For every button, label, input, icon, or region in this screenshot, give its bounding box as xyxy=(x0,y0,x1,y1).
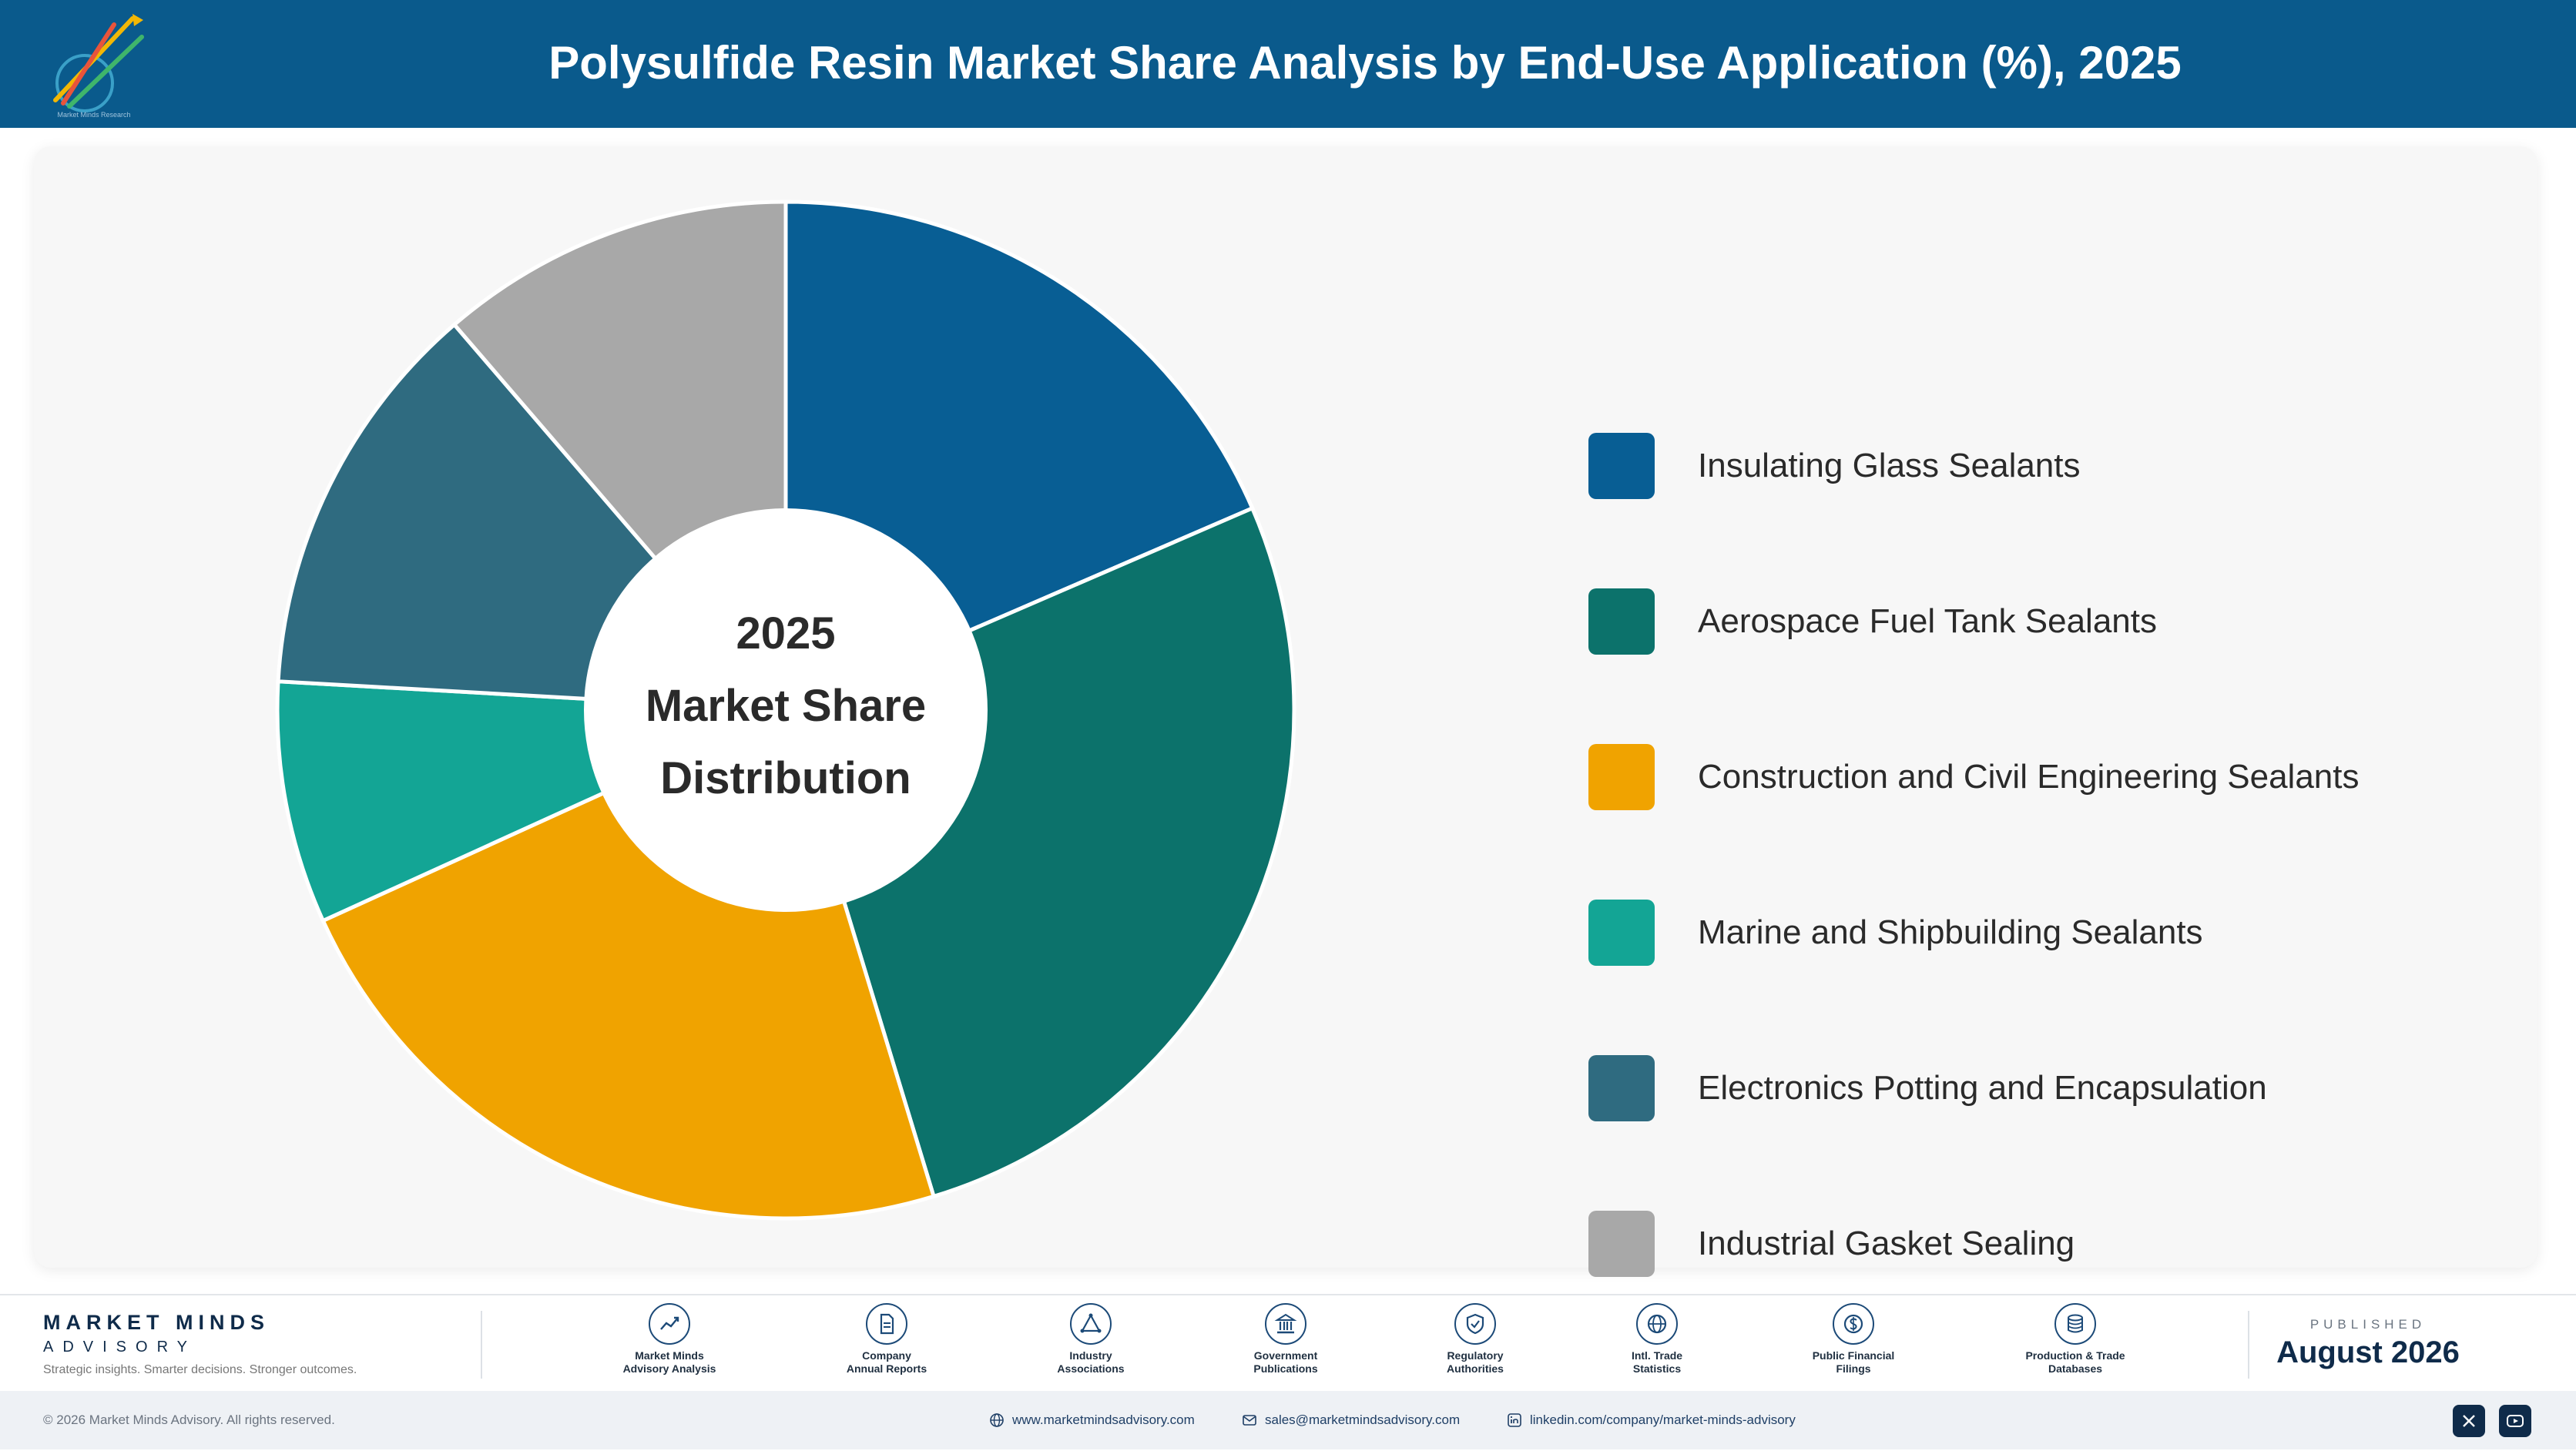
logo-text: Market Minds Research xyxy=(57,111,131,119)
source-item: Intl. Trade Statistics xyxy=(1580,1303,1734,1376)
source-item: Market Minds Advisory Analysis xyxy=(592,1303,746,1376)
email-text: sales@marketmindsadvisory.com xyxy=(1265,1412,1461,1427)
legend-item[interactable]: Construction and Civil Engineering Seala… xyxy=(1588,744,2513,810)
source-item: Industry Associations xyxy=(1014,1303,1168,1376)
legend-label: Marine and Shipbuilding Sealants xyxy=(1698,913,2203,951)
linkedin-icon xyxy=(1508,1413,1521,1427)
legend-swatch xyxy=(1588,433,1655,499)
header-bar: Market Minds Research Polysulfide Resin … xyxy=(0,0,2576,128)
source-item: Government Publications xyxy=(1209,1303,1363,1376)
youtube-icon xyxy=(2507,1415,2524,1427)
bottom-bar: © 2026 Market Minds Advisory. All rights… xyxy=(0,1391,2576,1449)
source-label: Company Annual Reports xyxy=(846,1349,927,1375)
globe-icon xyxy=(1636,1303,1678,1345)
government-building-icon xyxy=(1265,1303,1306,1345)
legend-swatch xyxy=(1588,588,1655,655)
brand-name: MARKET MINDS xyxy=(43,1311,270,1334)
linkedin-link[interactable]: linkedin.com/company/market-minds-adviso… xyxy=(1507,1409,1796,1431)
source-label: Industry Associations xyxy=(1057,1349,1125,1375)
legend-item[interactable]: Marine and Shipbuilding Sealants xyxy=(1588,900,2513,966)
published-date: August 2026 xyxy=(2276,1335,2460,1369)
legend-swatch xyxy=(1588,1055,1655,1121)
legend-item[interactable]: Electronics Potting and Encapsulation xyxy=(1588,1055,2513,1121)
email-link[interactable]: sales@marketmindsadvisory.com xyxy=(1242,1409,1460,1431)
legend-swatch xyxy=(1588,744,1655,810)
source-label: Public Financial Filings xyxy=(1812,1349,1895,1375)
published-label: PUBLISHED xyxy=(2309,1317,2427,1332)
copyright-text: © 2026 Market Minds Advisory. All rights… xyxy=(43,1412,335,1427)
legend-label: Insulating Glass Sealants xyxy=(1698,447,2081,484)
footer-divider xyxy=(481,1311,482,1379)
legend-label: Electronics Potting and Encapsulation xyxy=(1698,1069,2267,1107)
donut-center xyxy=(584,508,988,912)
source-label: Regulatory Authorities xyxy=(1447,1349,1504,1375)
dollar-coin-icon xyxy=(1833,1303,1874,1345)
legend-item[interactable]: Aerospace Fuel Tank Sealants xyxy=(1588,588,2513,655)
center-label-line: Market Share xyxy=(646,681,926,731)
database-icon xyxy=(2054,1303,2096,1345)
source-item: Public Financial Filings xyxy=(1776,1303,1930,1376)
youtube-social-button[interactable] xyxy=(2499,1405,2531,1437)
footer-divider xyxy=(2248,1311,2249,1379)
source-label: Intl. Trade Statistics xyxy=(1631,1349,1683,1375)
source-item: Production & Trade Databases xyxy=(1998,1303,2152,1376)
center-label-line: 2025 xyxy=(736,608,835,658)
source-label: Market Minds Advisory Analysis xyxy=(622,1349,716,1375)
legend-item[interactable]: Insulating Glass Sealants xyxy=(1588,433,2513,499)
legend-swatch xyxy=(1588,900,1655,966)
company-logo-icon xyxy=(53,14,144,112)
source-item: Company Annual Reports xyxy=(810,1303,964,1376)
page-title: Polysulfide Resin Market Share Analysis … xyxy=(548,37,2182,89)
brand-subtitle: ADVISORY xyxy=(43,1339,196,1355)
mail-icon xyxy=(1243,1415,1256,1426)
legend-label: Industrial Gasket Sealing xyxy=(1698,1225,2075,1262)
center-label-line: Distribution xyxy=(660,753,911,803)
legend-swatch xyxy=(1588,1211,1655,1277)
source-label: Production & Trade Databases xyxy=(2025,1349,2125,1375)
brand-tagline: Strategic insights. Smarter decisions. S… xyxy=(43,1363,357,1376)
source-label: Government Publications xyxy=(1253,1349,1318,1375)
globe-icon xyxy=(990,1413,1004,1427)
linkedin-text: linkedin.com/company/market-minds-adviso… xyxy=(1530,1412,1796,1427)
x-social-button[interactable] xyxy=(2453,1405,2485,1437)
network-icon xyxy=(1070,1303,1112,1345)
document-icon xyxy=(866,1303,907,1345)
pie-chart: 2025 Market Share Distribution xyxy=(275,199,1296,1221)
x-logo-icon xyxy=(2463,1415,2475,1427)
legend-label: Aerospace Fuel Tank Sealants xyxy=(1698,602,2157,640)
legend-label: Construction and Civil Engineering Seala… xyxy=(1698,758,2360,796)
chart-trend-icon xyxy=(649,1303,690,1345)
source-item: Regulatory Authorities xyxy=(1398,1303,1552,1376)
shield-check-icon xyxy=(1454,1303,1496,1345)
website-link[interactable]: www.marketmindsadvisory.com xyxy=(989,1409,1195,1431)
legend-item[interactable]: Industrial Gasket Sealing xyxy=(1588,1211,2513,1277)
chart-card: 2025 Market Share Distribution Insulating … xyxy=(34,146,2537,1277)
website-text: www.marketmindsadvisory.com xyxy=(1012,1412,1195,1427)
